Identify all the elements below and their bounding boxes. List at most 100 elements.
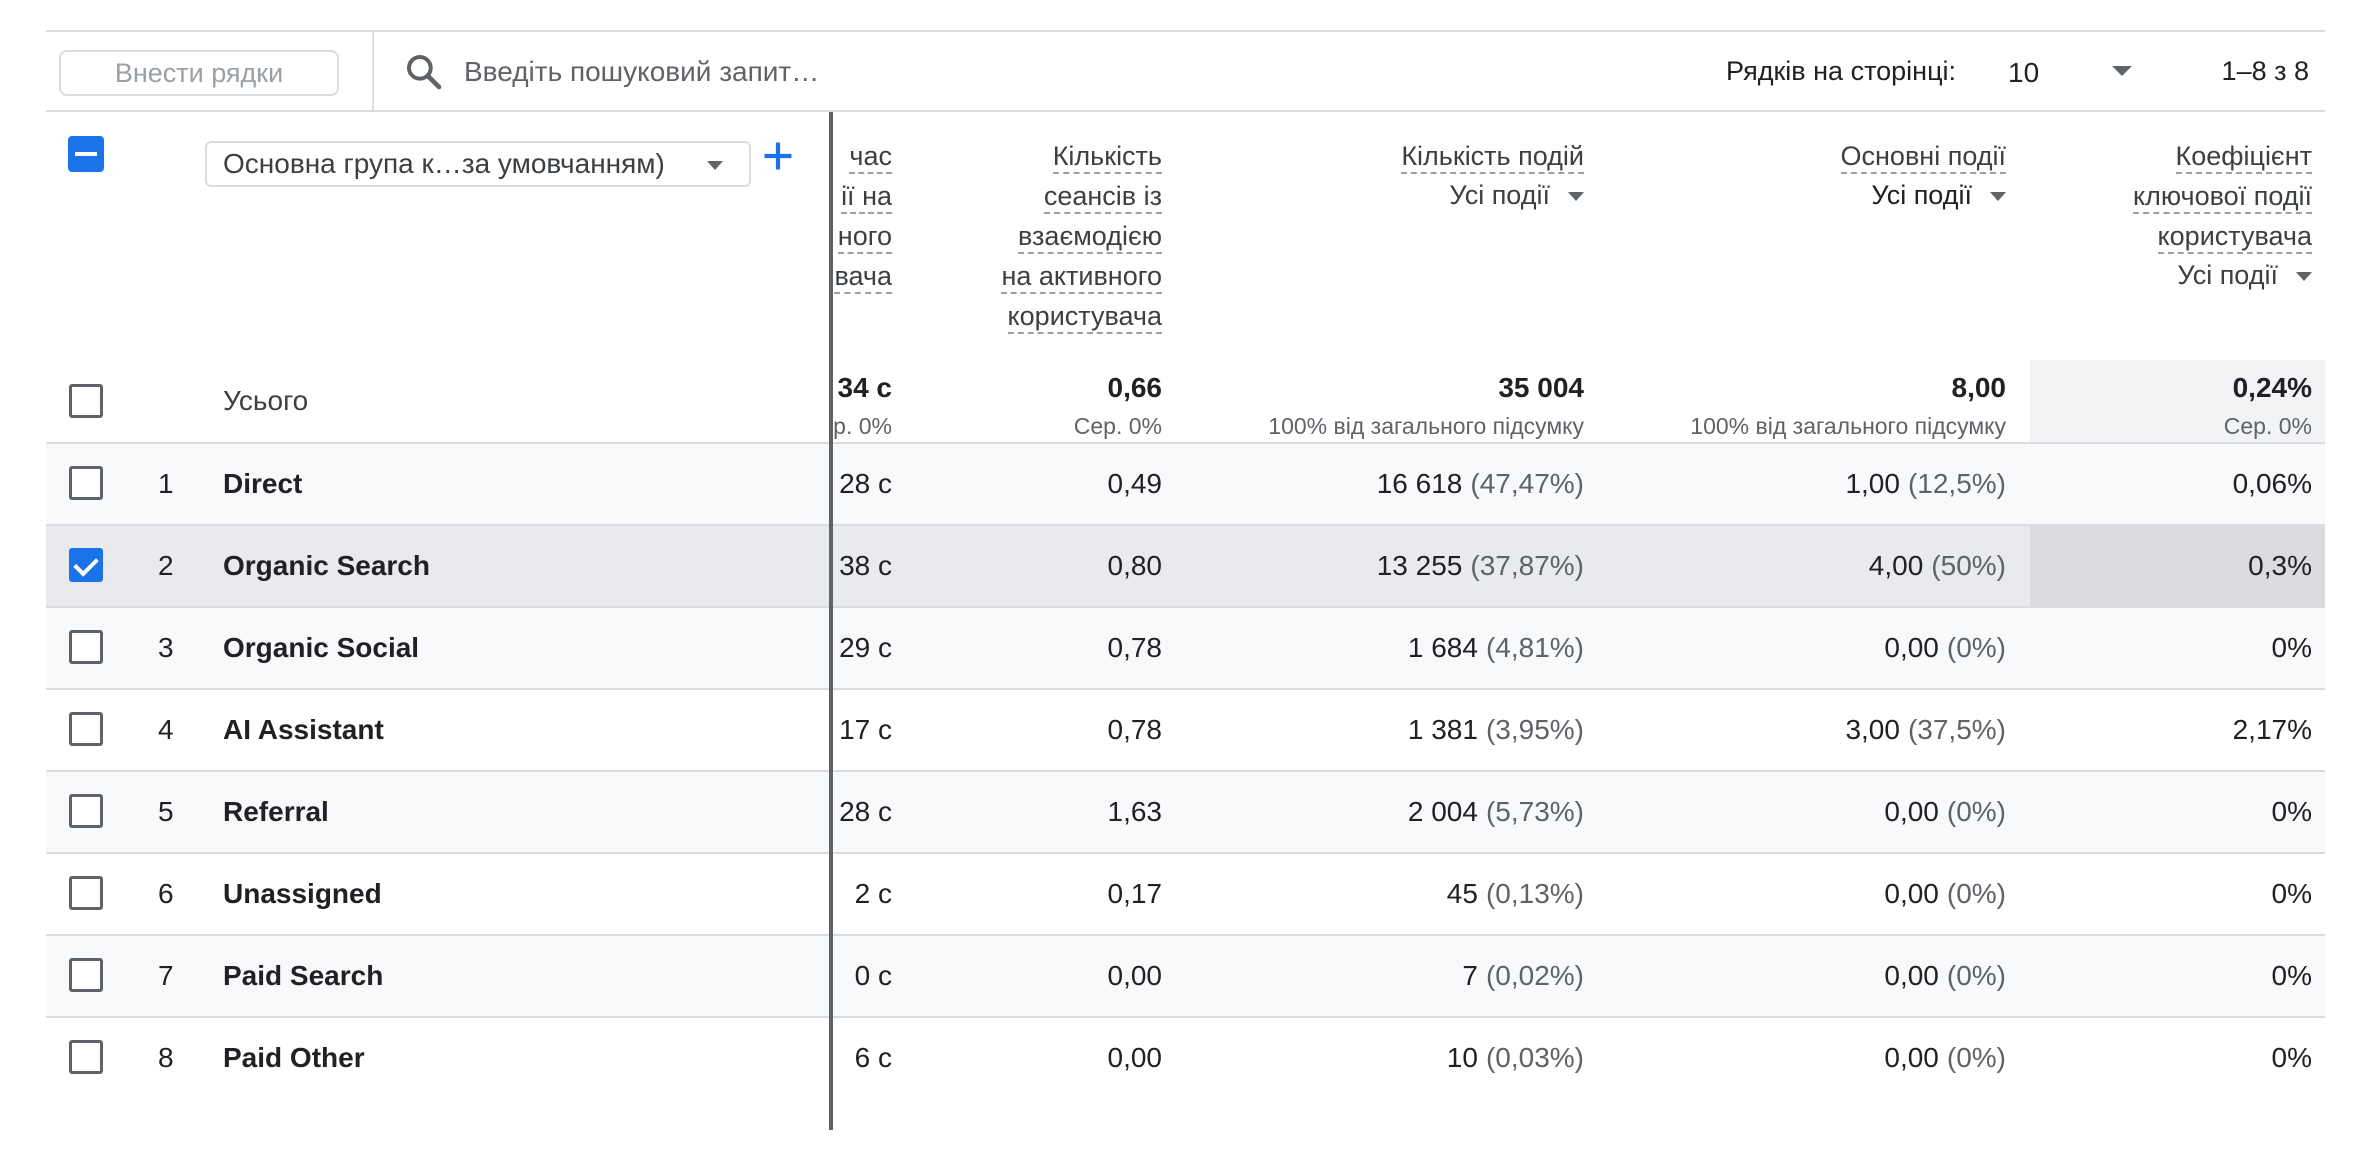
row-index: 3 [158,632,174,663]
col-header-key-events[interactable]: Основні події Усі події [1840,136,2006,212]
cell-value: 45 [1446,878,1478,909]
cell-value: 0,00 [1884,796,1939,827]
row-checkbox[interactable] [69,876,103,910]
cell-event-count: 10 (0,03%) [1447,1018,1584,1098]
totals-value: 0,24% [2232,372,2312,403]
row-checkbox[interactable] [69,712,103,746]
cell-percent: (37,5%) [1907,714,2006,745]
cell-percent: (0,03%) [1485,1042,1584,1073]
table-row-metrics: 28 с 0,49 16 618 (47,47%) 1,00 (12,5%) 0,06% [833,442,2325,524]
col-header-text: на активного [1001,261,1162,294]
col-header-text: Кількість подій [1401,141,1584,174]
event-filter-select[interactable]: Усі події [1871,178,2006,212]
table-row[interactable]: 5 Referral [46,770,829,852]
totals-label: Усього [223,385,309,416]
cell-percent: (0%) [1946,878,2006,909]
col-header-text: користувача [1007,301,1162,334]
cell-value: 0,06% [2232,468,2312,499]
row-channel-name[interactable]: Unassigned [223,878,382,909]
cell-engaged-sessions: 1,63 [1108,772,1163,852]
cell-engagement-time: 17 с [839,690,892,770]
chevron-down-icon [1990,192,2006,202]
row-checkbox[interactable] [69,466,103,500]
cell-value: 0% [2271,878,2312,909]
totals-value: 8,00 [1951,372,2007,403]
cell-value: 0,00 [1107,1042,1163,1073]
rows-per-page-select[interactable]: 10 [2008,46,2158,100]
cell-percent: (37,87%) [1470,550,1584,581]
table-row[interactable]: 1 Direct [46,442,829,524]
cell-key-events: 0,00 (0%) [1884,936,2006,1016]
row-checkbox[interactable] [69,958,103,992]
cell-key-events: 0,00 (0%) [1884,608,2006,688]
cell-value: 17 с [839,714,892,745]
event-filter-label: Усі події [2177,260,2278,290]
cell-value: 4,00 [1868,550,1924,581]
select-all-checkbox[interactable] [68,136,104,172]
event-filter-select[interactable]: Усі події [1449,178,1584,212]
cell-percent: (0,13%) [1485,878,1584,909]
totals-c3: 35 004 100% від загального підсумку [1268,370,1584,446]
cell-value: 0,78 [1107,632,1163,663]
row-channel-name[interactable]: Direct [223,468,303,499]
cell-percent: (0%) [1946,1042,2006,1073]
cell-event-count: 1 381 (3,95%) [1408,690,1584,770]
cell-value: 0,78 [1107,714,1163,745]
row-checkbox[interactable] [69,548,103,582]
cell-key-event-rate: 0% [2272,772,2312,852]
cell-value: 1 381 [1407,714,1478,745]
table-row[interactable]: 2 Organic Search [46,524,829,606]
row-channel-name[interactable]: Paid Other [223,1042,365,1073]
metrics-scroll-area[interactable]: час ії на ного вача Кількість сеансів із в… [833,112,2325,1130]
cell-value: 0,49 [1107,468,1163,499]
col-header-engaged-sessions[interactable]: Кількість сеансів із взаємодією на активног… [1001,136,1162,336]
row-channel-name[interactable]: Paid Search [223,960,384,991]
table-row[interactable]: 4 AI Assistant [46,688,829,770]
search-input[interactable] [464,50,1164,94]
cell-value: 28 с [839,796,892,827]
col-header-event-count[interactable]: Кількість подій Усі події [1401,136,1584,212]
dimension-select[interactable]: Основна група к…за умовчанням) [205,141,751,187]
row-channel-name[interactable]: Referral [223,796,329,827]
cell-key-events: 0,00 (0%) [1884,1018,2006,1098]
row-checkbox[interactable] [69,1040,103,1074]
col-header-text: користувача [2157,221,2312,254]
pagination-range: 1–8 з 8 [2221,56,2309,86]
col-header-engagement-time[interactable]: час ії на ного вача [834,136,892,296]
cell-value: 2 с [854,878,892,909]
table-row[interactable]: 8 Paid Other [46,1016,829,1098]
cell-key-events: 1,00 (12,5%) [1845,444,2006,524]
col-header-user-key-event-rate[interactable]: Коефіцієнт ключової події користувача Усі п… [2133,136,2312,292]
totals-checkbox[interactable] [69,384,103,418]
cell-value: 1,00 [1845,468,1900,499]
cell-percent: (12,5%) [1907,468,2006,499]
cell-value: 0,00 [1884,960,1939,991]
cell-event-count: 45 (0,13%) [1447,854,1584,934]
add-rows-button[interactable]: Внести рядки [59,50,339,96]
row-index: 8 [158,1042,174,1073]
event-filter-label: Усі події [1449,180,1550,210]
row-channel-name[interactable]: AI Assistant [223,714,384,745]
table-row[interactable]: 7 Paid Search [46,934,829,1016]
cell-engaged-sessions: 0,17 [1108,854,1163,934]
add-dimension-icon[interactable] [760,138,796,174]
table-row[interactable]: 6 Unassigned [46,852,829,934]
event-filter-select[interactable]: Усі події [2177,258,2312,292]
cell-key-events: 0,00 (0%) [1884,854,2006,934]
cell-engaged-sessions: 0,00 [1108,1018,1163,1098]
cell-value: 0,80 [1107,550,1163,581]
cell-value: 0% [2271,632,2312,663]
cell-value: 38 с [839,550,892,581]
cell-event-count: 2 004 (5,73%) [1408,772,1584,852]
row-checkbox[interactable] [69,630,103,664]
cell-value: 0,00 [1884,632,1939,663]
totals-subtext: р. 0% [833,413,892,439]
search-icon [407,54,442,90]
cell-value: 29 с [839,632,892,663]
table-row[interactable]: 3 Organic Social [46,606,829,688]
row-channel-name[interactable]: Organic Social [223,632,420,663]
row-checkbox[interactable] [69,794,103,828]
table-row-metrics: 38 с 0,80 13 255 (37,87%) 4,00 (50%) 0,3% [833,524,2325,606]
totals-value: 0,66 [1107,372,1163,403]
row-channel-name[interactable]: Organic Search [223,550,430,581]
